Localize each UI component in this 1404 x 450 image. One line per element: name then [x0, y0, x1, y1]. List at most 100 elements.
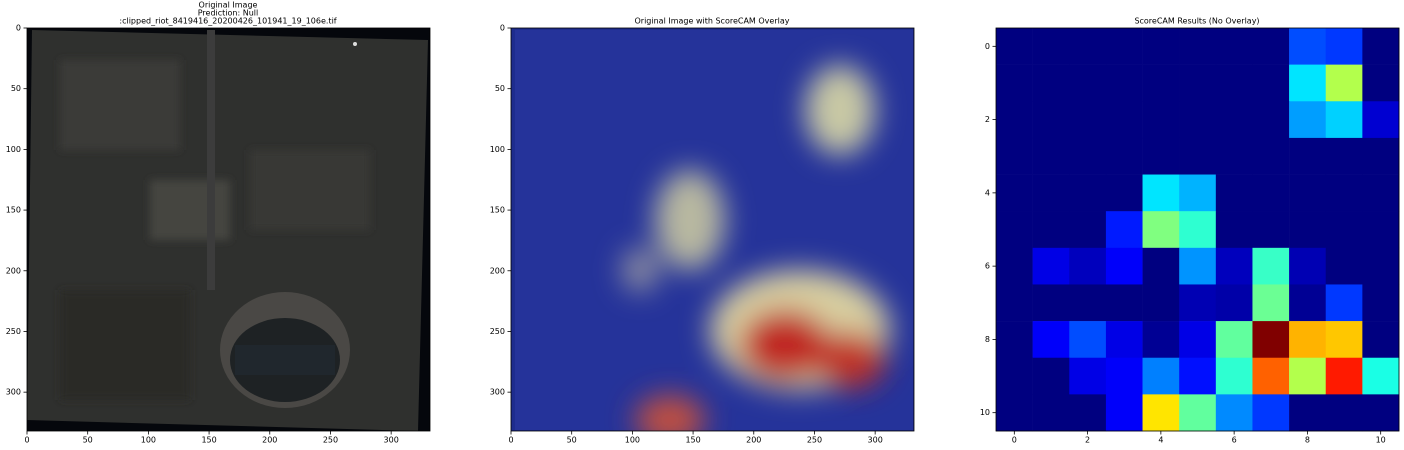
heatmap-cell: [1252, 321, 1290, 359]
heatmap-cell: [1289, 101, 1327, 139]
x-tick-label: 6: [1232, 436, 1237, 445]
heatmap-cell: [1325, 211, 1363, 249]
heatmap-cell: [1032, 64, 1070, 102]
x-tick-label: 150: [685, 436, 700, 445]
heatmap-cell: [1362, 247, 1400, 285]
x-tick-label: 10: [1376, 436, 1386, 445]
heatmap-cell: [1289, 357, 1327, 395]
heatmap-cell: [1142, 284, 1180, 322]
heatmap-cell: [996, 211, 1033, 249]
x-tick-label: 50: [567, 436, 577, 445]
heatmap-cell: [1069, 101, 1107, 139]
heatmap-cell: [1069, 357, 1107, 395]
heatmap-cell: [1069, 247, 1107, 285]
heatmap-cell: [1289, 137, 1327, 175]
y-tick-label: 4: [985, 188, 990, 197]
heatmap-cell: [996, 247, 1033, 285]
heatmap-cell: [1105, 394, 1143, 432]
heatmap-cell: [1179, 357, 1217, 395]
heatmap-cell: [1289, 174, 1327, 212]
x-tick-label: 150: [201, 436, 216, 445]
heatmap-cell: [1252, 64, 1290, 102]
heatmap-cell: [1252, 211, 1290, 249]
heatmap-cell: [1179, 137, 1217, 175]
heatmap-cell: [1289, 211, 1327, 249]
x-tick-label: 4: [1158, 436, 1163, 445]
heatmap-cell: [1069, 64, 1107, 102]
heatmap-cell: [1179, 321, 1217, 359]
heatmap-cell: [1032, 357, 1070, 395]
y-tick-label: 200: [490, 266, 505, 275]
x-tick-label: 300: [384, 436, 399, 445]
heatmap-cell: [996, 28, 1033, 65]
heatmap-cell: [1252, 357, 1290, 395]
heatmap-cell: [1252, 247, 1290, 285]
heatmap-cell: [1325, 174, 1363, 212]
heatmap-cell: [1032, 247, 1070, 285]
heatmap-cell: [1032, 137, 1070, 175]
title-line: Prediction: Null: [198, 9, 258, 18]
y-tick-label: 150: [490, 206, 505, 215]
y-tick-label: 100: [490, 145, 505, 154]
heatmap-cell: [1325, 321, 1363, 359]
x-tick-label: 50: [83, 436, 93, 445]
x-tick-label: 250: [323, 436, 338, 445]
x-tick-label: 0: [508, 436, 513, 445]
heatmap-cell: [1142, 357, 1180, 395]
heatmap-cell: [1032, 321, 1070, 359]
heatmap-cell: [1215, 64, 1253, 102]
heatmap-cell: [1069, 394, 1107, 432]
heatmap-cell: [1289, 64, 1327, 102]
heatmap-cell: [1105, 64, 1143, 102]
heatmap-cell: [1252, 174, 1290, 212]
axes-frame: [995, 27, 1400, 432]
heatmap-cell: [1325, 64, 1363, 102]
heatmap-cell: [1179, 28, 1217, 65]
heatmap-cell: [1069, 321, 1107, 359]
heatmap-cell: [1179, 394, 1217, 432]
y-tick-label: 300: [490, 388, 505, 397]
axes-frame: [510, 27, 915, 432]
heatmap-cell: [1215, 321, 1253, 359]
heatmap-cell: [1142, 394, 1180, 432]
heatmap-cell: [1325, 137, 1363, 175]
y-tick-label: 50: [11, 84, 21, 93]
heatmap-cell: [996, 284, 1033, 322]
heatmap-cell: [1289, 284, 1327, 322]
heatmap-cell: [1142, 64, 1180, 102]
heatmap-cell: [1325, 247, 1363, 285]
heatmap-cell: [1032, 28, 1070, 65]
heatmap-cell: [1362, 394, 1400, 432]
x-tick-label: 100: [625, 436, 640, 445]
heatmap-cell: [1142, 174, 1180, 212]
heatmap-cell: [1325, 28, 1363, 65]
heatmap-cell: [1362, 101, 1400, 139]
title: ScoreCAM Results (No Overlay): [1134, 17, 1259, 26]
overlay-image: [511, 28, 914, 431]
heatmap-cell: [1032, 284, 1070, 322]
heatmap-cell: [1105, 137, 1143, 175]
heatmap-cell: [1215, 211, 1253, 249]
heatmap-cell: [1362, 284, 1400, 322]
heatmap-cell: [1215, 174, 1253, 212]
x-tick-label: 100: [141, 436, 156, 445]
heatmap-cell: [1142, 137, 1180, 175]
y-tick-label: 250: [490, 327, 505, 336]
title-line: Original Image: [199, 1, 258, 10]
heatmap-cell: [1252, 101, 1290, 139]
heatmap-cell: [996, 64, 1033, 102]
heatmap-cell: [996, 394, 1033, 432]
heatmap-cell: [1142, 101, 1180, 139]
heatmap-cell: [1105, 357, 1143, 395]
heatmap-cell: [1105, 28, 1143, 65]
heatmap-cell: [1069, 211, 1107, 249]
x-tick-label: 8: [1305, 436, 1310, 445]
heatmap-cell: [1252, 284, 1290, 322]
x-tick-label: 200: [262, 436, 277, 445]
y-tick-label: 150: [6, 206, 21, 215]
heatmap-cell: [1105, 247, 1143, 285]
heatmap-cell: [1289, 28, 1327, 65]
heatmap-cell: [1362, 28, 1400, 65]
x-tick-label: 250: [807, 436, 822, 445]
y-tick-label: 2: [985, 115, 990, 124]
